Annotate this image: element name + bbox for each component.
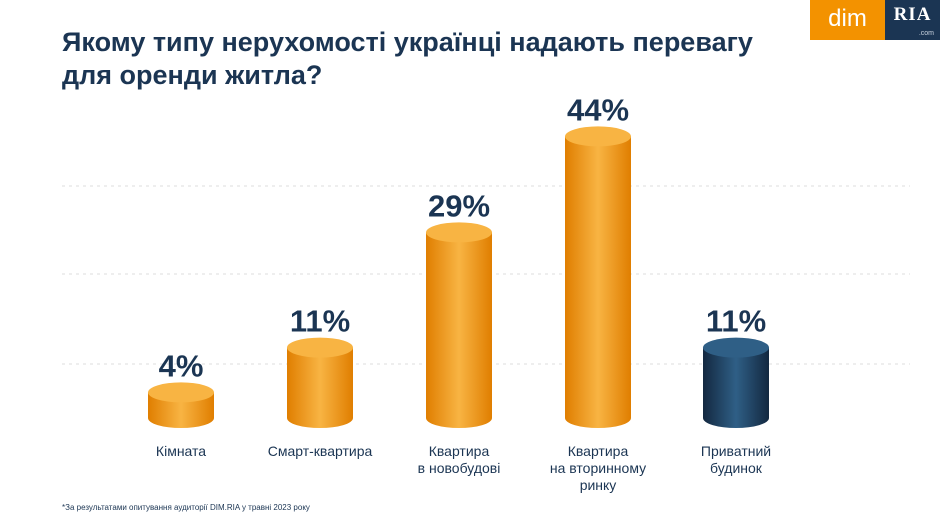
- bar-top: [565, 126, 631, 147]
- bar-body: [703, 347, 769, 428]
- category-label: Приватний будинок: [701, 443, 771, 476]
- category-label-line: Квартира: [429, 443, 490, 459]
- category-label-line: Приватний: [701, 443, 771, 459]
- bar-body: [287, 347, 353, 428]
- footnote: *За результатами опитування аудиторії DI…: [62, 503, 310, 512]
- bar-3: [426, 222, 492, 428]
- bar-top: [426, 222, 492, 243]
- category-label-line: Смарт-квартира: [268, 443, 373, 459]
- value-label: 29%: [428, 188, 490, 223]
- chart-title: Якому типу нерухомості українці надають …: [62, 27, 753, 90]
- category-label: Смарт-квартира: [268, 443, 373, 459]
- bar-top: [148, 382, 214, 403]
- bar-2: [287, 337, 353, 428]
- category-label: Кімната: [156, 443, 206, 459]
- value-label: 11%: [290, 304, 350, 339]
- brand-logo[interactable]: dim RIA .com: [810, 0, 940, 40]
- bar-body: [565, 136, 631, 428]
- category-label-line: на вторинному: [550, 460, 646, 476]
- value-label: 44%: [567, 92, 629, 127]
- category-label-line: ринку: [580, 477, 617, 493]
- category-label: Квартира в новобудові: [418, 443, 501, 476]
- bar-top: [287, 337, 353, 358]
- dim-logo: dim: [810, 0, 885, 40]
- bars: [148, 126, 769, 428]
- category-label-line: Квартира: [568, 443, 629, 459]
- category-label: Квартира на вторинному ринку: [550, 443, 646, 493]
- category-label-line: Кімната: [156, 443, 206, 459]
- gridlines: [62, 185, 910, 365]
- ria-logo-text: RIA: [893, 4, 932, 25]
- bar-body: [426, 232, 492, 428]
- bar-5: [703, 337, 769, 428]
- value-label: 11%: [706, 304, 766, 339]
- bar-4: [565, 126, 631, 428]
- ria-logo: RIA .com: [885, 0, 940, 40]
- bar-body: [148, 392, 214, 428]
- bar-top: [703, 337, 769, 358]
- value-label: 4%: [159, 348, 204, 383]
- category-label-line: в новобудові: [418, 460, 501, 476]
- category-label-line: будинок: [710, 460, 763, 476]
- bar-1: [148, 382, 214, 428]
- ria-logo-suffix: .com: [918, 30, 934, 37]
